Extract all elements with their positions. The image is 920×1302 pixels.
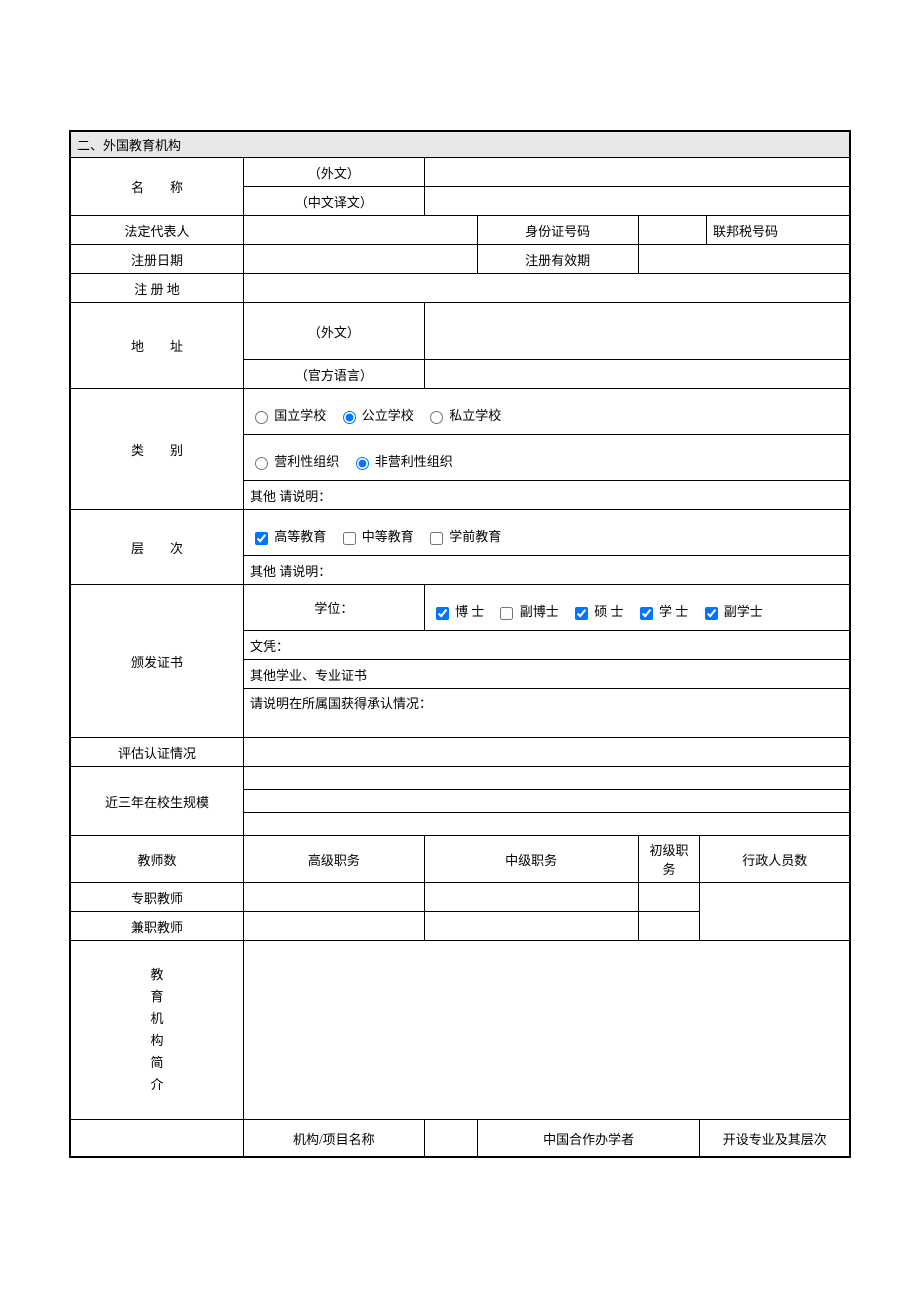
label-address: 地 址 [71, 303, 244, 389]
opt-preschool-edu: 学前教育 [449, 520, 501, 545]
radio-public-school[interactable] [343, 411, 356, 424]
label-enrollment: 近三年在校生规模 [71, 767, 244, 836]
label-mid-title: 中级职务 [424, 836, 638, 883]
label-cert-issue: 颁发证书 [71, 585, 244, 738]
label-legal-rep: 法定代表人 [71, 216, 244, 245]
opt-bachelor: 学 士 [659, 595, 688, 620]
label-category: 类 别 [71, 389, 244, 510]
label-level: 层 次 [71, 510, 244, 585]
label-assessment: 评估认证情况 [71, 738, 244, 767]
label-foreign: （外文） [244, 158, 425, 187]
input-ft-mid[interactable] [424, 883, 638, 912]
label-reg-place: 注 册 地 [71, 274, 244, 303]
label-cn-partner: 中国合作办学者 [477, 1120, 700, 1157]
label-id-number: 身份证号码 [477, 216, 638, 245]
radio-private-school[interactable] [430, 411, 443, 424]
category-school-row: 国立学校 公立学校 私立学校 [244, 389, 850, 435]
input-enrollment-y2[interactable] [244, 790, 850, 813]
input-enrollment-y3[interactable] [244, 813, 850, 836]
input-ft-junior[interactable] [638, 883, 700, 912]
input-enrollment-y1[interactable] [244, 767, 850, 790]
input-name-foreign[interactable] [424, 158, 849, 187]
input-assessment[interactable] [244, 738, 850, 767]
checkbox-subdoctor[interactable] [500, 607, 513, 620]
input-inst-intro[interactable] [244, 941, 850, 1120]
opt-nonprofit: 非营利性组织 [375, 445, 453, 470]
opt-private-school: 私立学校 [449, 399, 501, 424]
intro-char-5: 简 [77, 1052, 237, 1074]
label-addr-foreign: （外文） [244, 303, 425, 360]
label-diploma[interactable]: 文凭： [244, 631, 850, 660]
input-reg-date[interactable] [244, 245, 478, 274]
level-other[interactable]: 其他 请说明： [244, 556, 850, 585]
input-pt-mid[interactable] [424, 912, 638, 941]
checkbox-bachelor[interactable] [640, 607, 653, 620]
checkbox-associate[interactable] [705, 607, 718, 620]
level-options-row: 高等教育 中等教育 学前教育 [244, 510, 850, 556]
opt-profit: 营利性组织 [274, 445, 339, 470]
label-official-lang: （官方语言） [244, 360, 425, 389]
input-pt-junior[interactable] [638, 912, 700, 941]
label-name: 名 称 [71, 158, 244, 216]
form-table: 二、外国教育机构 名 称 （外文） （中文译文） 法定代表人 身份证号码 联邦税… [70, 131, 850, 1157]
label-chinese-trans: （中文译文） [244, 187, 425, 216]
label-fed-tax: 联邦税号码 [707, 216, 850, 245]
label-parttime: 兼职教师 [71, 912, 244, 941]
cell-blank-left [71, 1120, 244, 1157]
intro-char-2: 育 [77, 986, 237, 1008]
radio-profit[interactable] [255, 457, 268, 470]
input-reg-place[interactable] [244, 274, 850, 303]
intro-char-3: 机 [77, 1008, 237, 1030]
opt-doctor: 博 士 [455, 595, 484, 620]
checkbox-higher-edu[interactable] [255, 532, 268, 545]
input-pt-senior[interactable] [244, 912, 425, 941]
label-reg-date: 注册日期 [71, 245, 244, 274]
category-other[interactable]: 其他 请说明： [244, 481, 850, 510]
label-admin-count: 行政人员数 [700, 836, 850, 883]
opt-secondary-edu: 中等教育 [362, 520, 414, 545]
label-fulltime: 专职教师 [71, 883, 244, 912]
input-addr-foreign[interactable] [424, 303, 849, 360]
input-addr-official[interactable] [424, 360, 849, 389]
label-majors: 开设专业及其层次 [700, 1120, 850, 1157]
label-senior-title: 高级职务 [244, 836, 425, 883]
input-ft-senior[interactable] [244, 883, 425, 912]
input-admin[interactable] [700, 883, 850, 941]
category-profit-row: 营利性组织 非营利性组织 [244, 435, 850, 481]
label-teacher-count: 教师数 [71, 836, 244, 883]
intro-char-6: 介 [77, 1074, 237, 1096]
label-degree: 学位： [244, 585, 425, 631]
label-recognition[interactable]: 请说明在所属国获得承认情况： [244, 689, 850, 738]
label-other-cert[interactable]: 其他学业、专业证书 [244, 660, 850, 689]
input-name-chinese[interactable] [424, 187, 849, 216]
checkbox-secondary-edu[interactable] [343, 532, 356, 545]
label-reg-valid: 注册有效期 [477, 245, 638, 274]
opt-master: 硕 士 [594, 595, 623, 620]
checkbox-doctor[interactable] [436, 607, 449, 620]
checkbox-master[interactable] [575, 607, 588, 620]
input-legal-rep[interactable] [244, 216, 478, 245]
form-container: 二、外国教育机构 名 称 （外文） （中文译文） 法定代表人 身份证号码 联邦税… [69, 130, 851, 1158]
intro-char-4: 构 [77, 1030, 237, 1052]
label-junior-title: 初级职务 [638, 836, 700, 883]
radio-national-school[interactable] [255, 411, 268, 424]
label-inst-intro: 教 育 机 构 简 介 [71, 941, 244, 1120]
label-proj-name: 机构/项目名称 [244, 1120, 425, 1157]
intro-char-1: 教 [77, 964, 237, 986]
degree-options-row: 博 士 副博士 硕 士 学 士 副学士 [424, 585, 849, 631]
section-header: 二、外国教育机构 [71, 132, 850, 158]
input-id-number[interactable] [638, 216, 706, 245]
opt-public-school: 公立学校 [362, 399, 414, 424]
opt-subdoctor: 副博士 [520, 595, 559, 620]
opt-higher-edu: 高等教育 [274, 520, 326, 545]
opt-associate: 副学士 [724, 595, 763, 620]
input-reg-valid[interactable] [638, 245, 849, 274]
checkbox-preschool-edu[interactable] [430, 532, 443, 545]
opt-national-school: 国立学校 [274, 399, 326, 424]
cell-blank-2[interactable] [424, 1120, 477, 1157]
radio-nonprofit[interactable] [356, 457, 369, 470]
